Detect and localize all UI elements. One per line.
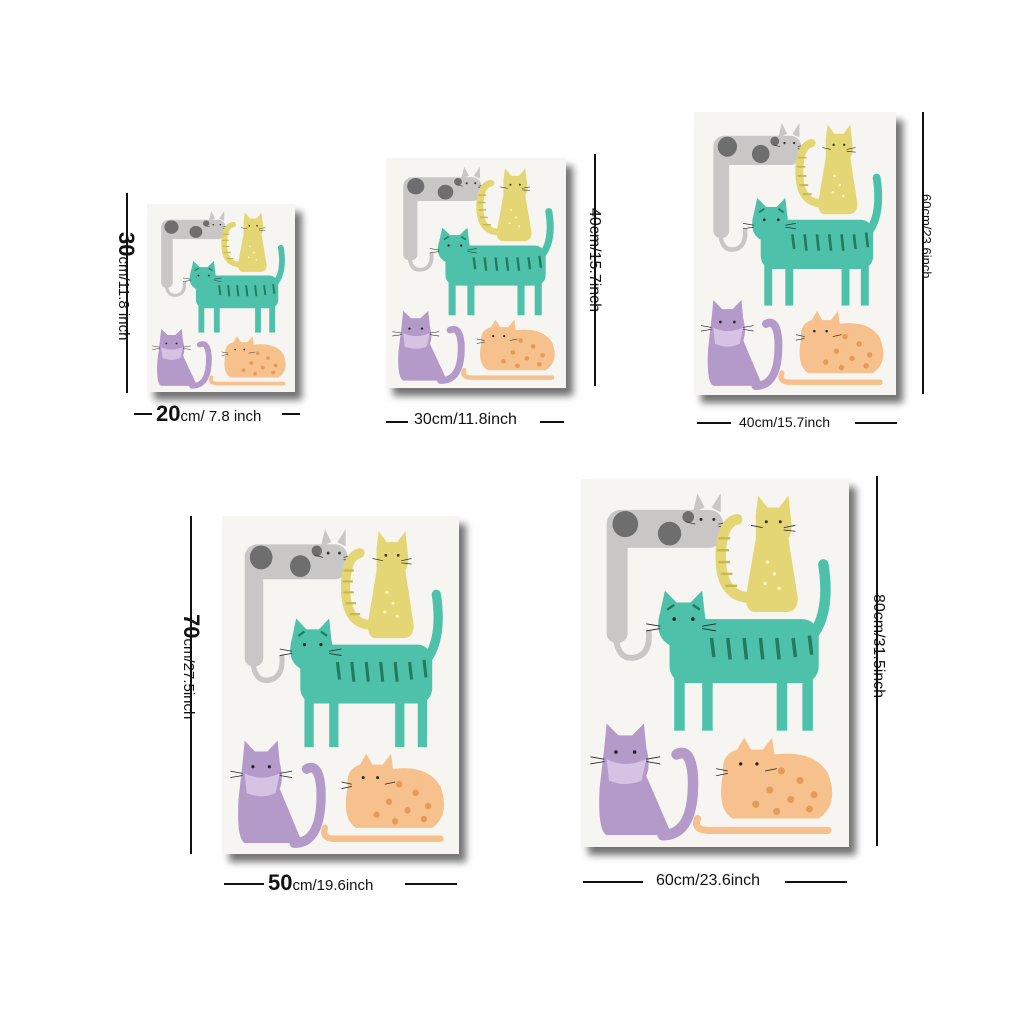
width-dimension-line-right (282, 413, 300, 415)
width-dimension-line-left (386, 421, 408, 423)
poster-preview-20x30 (147, 204, 295, 392)
width-dimension-line-right (785, 881, 847, 883)
poster-preview-40x60 (694, 112, 896, 395)
height-label-20x30: 30cm/11.8 inch (114, 232, 139, 341)
height-dimension-line (126, 193, 128, 393)
cats-illustration-icon (581, 479, 849, 847)
height-label-30x40: 40cm/15.7inch (586, 208, 603, 313)
cats-illustration-icon (386, 158, 566, 388)
width-label-40x60: 40cm/15.7inch (739, 414, 831, 430)
poster-preview-30x40 (386, 158, 566, 388)
width-label-60x80: 60cm/23.6inch (656, 872, 761, 889)
height-dimension-line (190, 516, 192, 854)
height-label-50x70: 70cm/27.5inch (179, 614, 204, 720)
width-dimension-line-right (405, 883, 457, 885)
width-dimension-line-left (583, 881, 643, 883)
width-label-50x70: 50cm/19.6inch (268, 870, 374, 895)
width-dimension-line-right (855, 422, 897, 424)
cats-illustration-icon (147, 204, 295, 392)
width-label-30x40: 30cm/11.8inch (414, 411, 517, 428)
cats-illustration-icon (694, 112, 896, 395)
width-dimension-line-left (134, 413, 152, 415)
height-label-60x80: 80cm/31.5inch (870, 594, 887, 699)
height-dimension-line (594, 154, 596, 386)
height-dimension-line (876, 476, 878, 846)
poster-preview-50x70 (222, 516, 459, 854)
width-dimension-line-left (697, 422, 731, 424)
width-label-20x30: 20cm/ 7.8 inch (156, 401, 262, 426)
poster-preview-60x80 (581, 479, 849, 847)
width-dimension-line-right (540, 421, 564, 423)
height-label-40x60: 60cm/23.6inch (919, 194, 934, 279)
height-dimension-line (922, 112, 924, 394)
width-dimension-line-left (224, 883, 264, 885)
cats-illustration-icon (222, 516, 459, 854)
